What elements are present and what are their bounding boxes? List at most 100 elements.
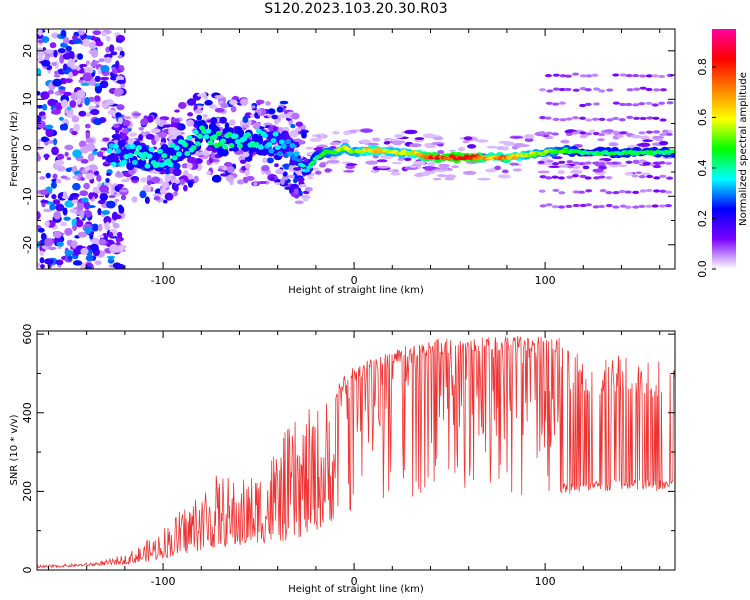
noise-blob — [287, 174, 296, 179]
ridge-core — [171, 155, 178, 161]
harmonic-blob — [565, 204, 573, 208]
noise-blob — [71, 115, 80, 123]
noise-blob — [105, 35, 111, 42]
noise-blob — [245, 175, 255, 181]
noise-blob — [210, 117, 218, 124]
noise-blob — [116, 237, 122, 244]
noise-blob — [659, 140, 669, 146]
noise-blob — [48, 246, 57, 251]
noise-blob — [62, 191, 68, 199]
noise-blob — [94, 84, 103, 94]
ridge-core — [190, 145, 197, 151]
noise-blob — [75, 219, 84, 228]
noise-blob — [98, 234, 105, 239]
harmonic-blob — [559, 118, 567, 122]
noise-blob — [150, 128, 161, 134]
noise-blob — [91, 151, 98, 156]
noise-blob — [524, 137, 534, 142]
noise-blob — [130, 176, 140, 181]
harmonic-blob — [612, 101, 620, 105]
noise-blob — [111, 69, 119, 74]
noise-blob — [261, 165, 270, 172]
harmonic-blob — [598, 89, 606, 93]
noise-blob — [414, 137, 425, 141]
noise-blob — [116, 170, 121, 177]
harmonic-blob — [605, 203, 613, 208]
noise-blob — [122, 116, 132, 120]
noise-blob — [164, 192, 174, 201]
noise-blob — [318, 163, 326, 168]
noise-blob — [94, 95, 101, 102]
harmonic-blob — [545, 131, 553, 135]
noise-blob — [89, 243, 99, 251]
noise-blob — [179, 178, 186, 185]
snr-y-tick-label: 200 — [21, 481, 34, 502]
ridge-core — [215, 130, 222, 136]
noise-blob — [37, 227, 45, 233]
noise-blob — [68, 71, 73, 80]
noise-blob — [193, 152, 203, 156]
noise-blob — [343, 131, 351, 136]
harmonic-blob — [659, 189, 667, 193]
noise-blob — [64, 144, 74, 151]
noise-blob — [463, 136, 473, 141]
harmonic-blob — [645, 74, 653, 78]
noise-blob — [71, 208, 78, 213]
noise-blob — [52, 138, 58, 146]
ridge-core — [295, 158, 302, 163]
noise-blob — [642, 139, 653, 143]
noise-blob — [40, 115, 47, 120]
noise-blob — [416, 172, 424, 177]
harmonic-blob — [592, 102, 600, 106]
noise-blob — [640, 135, 650, 140]
noise-blob — [71, 131, 78, 136]
noise-blob — [40, 59, 51, 67]
noise-blob — [58, 116, 64, 121]
harmonic-blob — [585, 189, 593, 193]
noise-blob — [111, 211, 119, 221]
harmonic-blob — [651, 204, 659, 208]
noise-blob — [50, 181, 57, 189]
ridge-core — [276, 151, 283, 157]
noise-blob — [163, 124, 171, 128]
harmonic-blob — [566, 160, 574, 164]
noise-blob — [597, 138, 605, 142]
noise-blob — [72, 175, 79, 180]
noise-blob — [105, 177, 110, 183]
harmonic-blob — [645, 101, 653, 105]
noise-blob — [376, 159, 388, 163]
noise-blob — [84, 66, 94, 75]
noise-blob — [117, 244, 125, 253]
noise-blob — [360, 128, 373, 133]
noise-blob — [295, 177, 305, 183]
ridge-core — [306, 165, 313, 169]
noise-blob — [298, 183, 308, 188]
noise-blob — [608, 164, 620, 168]
noise-blob — [214, 94, 225, 99]
noise-blob — [642, 161, 651, 166]
noise-blob — [146, 174, 152, 182]
harmonic-blob — [659, 133, 667, 137]
harmonic-blob — [605, 191, 613, 195]
noise-blob — [293, 167, 302, 171]
harmonic-blob — [625, 132, 633, 137]
noise-blob — [66, 156, 72, 161]
noise-blob — [386, 169, 395, 172]
harmonic-blob — [639, 116, 647, 121]
noise-blob — [241, 124, 250, 128]
noise-blob — [394, 133, 404, 139]
noise-blob — [44, 220, 50, 228]
noise-blob — [49, 42, 57, 49]
noise-blob — [252, 181, 258, 187]
noise-blob — [65, 45, 72, 52]
noise-blob — [43, 49, 54, 54]
noise-blob — [80, 158, 89, 164]
ridge-core — [127, 152, 134, 158]
harmonic-blob — [571, 116, 579, 120]
noise-blob — [271, 114, 278, 120]
harmonic-blob — [538, 131, 546, 135]
noise-blob — [77, 231, 88, 238]
harmonic-blob — [665, 132, 673, 136]
noise-blob — [603, 158, 611, 162]
